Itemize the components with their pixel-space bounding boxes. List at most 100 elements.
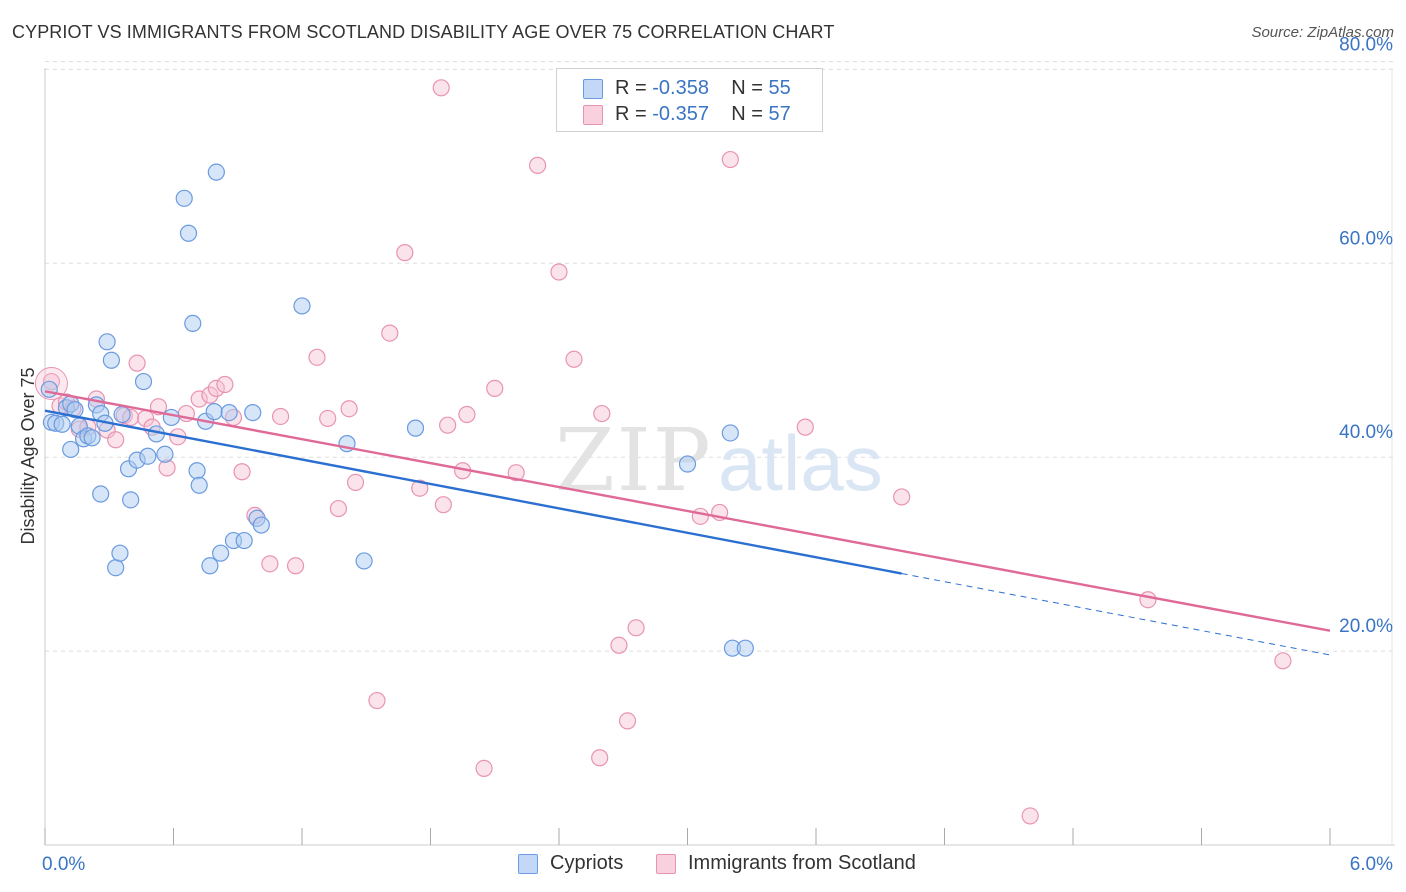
- point-scotland: [434, 496, 452, 514]
- point-scotland: [610, 636, 628, 654]
- legend-n-value: 57: [768, 103, 791, 125]
- point-scotland: [721, 150, 739, 169]
- point-cypriots: [92, 485, 110, 503]
- point-cypriots: [406, 419, 425, 437]
- point-scotland: [308, 348, 326, 366]
- point-cypriots: [355, 552, 373, 570]
- point-scotland: [439, 416, 457, 434]
- point-scotland: [627, 619, 645, 637]
- point-cypriots: [62, 440, 80, 459]
- point-cypriots: [188, 462, 206, 480]
- legend-r-value: -0.358: [652, 77, 709, 99]
- point-scotland: [216, 375, 234, 394]
- point-scotland: [128, 354, 146, 372]
- point-scotland: [550, 263, 568, 281]
- x-tick-label: 6.0%: [1350, 854, 1393, 875]
- point-cypriots: [156, 445, 174, 463]
- point-cypriots: [721, 424, 739, 442]
- point-cypriots: [98, 333, 116, 351]
- point-cypriots: [83, 429, 101, 447]
- y-tick-label: 80.0%: [1339, 34, 1393, 55]
- point-cypriots: [111, 544, 129, 562]
- point-cypriots: [190, 476, 208, 494]
- legend-swatch-pink: [583, 105, 603, 125]
- y-tick-label: 20.0%: [1339, 616, 1393, 637]
- point-scotland: [528, 156, 547, 174]
- point-scotland: [1274, 652, 1292, 670]
- legend-label-scotland: Immigrants from Scotland: [688, 852, 916, 874]
- point-cypriots: [40, 380, 58, 398]
- point-scotland: [1139, 591, 1157, 609]
- point-scotland: [591, 749, 609, 767]
- legend-swatch-blue: [518, 854, 538, 874]
- point-scotland: [593, 404, 611, 423]
- point-cypriots: [179, 224, 198, 242]
- trend-line-cypriots-extension: [901, 573, 1331, 656]
- point-scotland: [381, 324, 399, 342]
- point-scotland: [475, 759, 493, 778]
- point-scotland: [107, 431, 125, 449]
- point-cypriots: [184, 314, 202, 333]
- point-cypriots: [139, 447, 157, 465]
- point-cypriots: [175, 189, 193, 207]
- y-tick-label: 60.0%: [1339, 228, 1393, 249]
- point-scotland: [893, 488, 911, 506]
- point-cypriots: [736, 639, 754, 657]
- point-scotland: [691, 507, 709, 525]
- point-cypriots: [53, 415, 71, 433]
- point-scotland: [368, 691, 386, 710]
- legend-n-value: 55: [768, 77, 791, 99]
- point-scotland: [458, 405, 476, 424]
- point-scotland: [796, 418, 814, 436]
- point-cypriots: [134, 372, 153, 391]
- series-cypriots-points: [40, 163, 754, 657]
- point-cypriots: [235, 531, 253, 550]
- point-cypriots: [252, 516, 270, 534]
- point-scotland: [486, 379, 504, 397]
- y-tick-label: 40.0%: [1339, 422, 1393, 443]
- legend-label-cypriots: Cypriots: [550, 852, 624, 874]
- point-scotland: [190, 390, 208, 408]
- point-scotland: [507, 464, 525, 482]
- point-scotland: [618, 712, 637, 730]
- point-scotland: [411, 479, 429, 497]
- correlation-legend: R = -0.358 N = 55 R = -0.357 N = 57: [556, 68, 823, 132]
- point-scotland: [201, 386, 219, 404]
- legend-swatch-pink: [656, 854, 676, 874]
- point-cypriots: [212, 544, 230, 562]
- point-scotland: [340, 400, 358, 418]
- point-scotland: [432, 79, 450, 97]
- point-cypriots: [162, 408, 180, 427]
- point-scotland: [1021, 807, 1039, 825]
- point-scotland: [286, 557, 305, 575]
- trend-line-scotland: [44, 390, 1331, 632]
- point-cypriots: [220, 403, 238, 422]
- point-cypriots: [107, 559, 125, 577]
- source-label: Source: ZipAtlas.com: [1251, 24, 1394, 41]
- point-scotland: [396, 244, 414, 262]
- point-cypriots: [66, 401, 84, 419]
- point-scotland: [565, 350, 583, 368]
- point-cypriots: [201, 557, 219, 575]
- point-scotland: [207, 379, 225, 397]
- point-scotland: [261, 555, 279, 573]
- point-cypriots: [293, 297, 311, 315]
- legend-n-label: N =: [731, 77, 769, 99]
- point-scotland: [271, 407, 290, 426]
- gridlines: [45, 61, 1395, 652]
- point-cypriots: [207, 163, 225, 181]
- point-cypriots: [205, 403, 223, 421]
- point-scotland: [346, 473, 365, 492]
- legend-n-label: N =: [731, 103, 769, 125]
- point-cypriots: [244, 403, 262, 422]
- axes: [44, 68, 1395, 846]
- point-cypriots: [678, 455, 697, 473]
- point-cypriots: [102, 351, 120, 369]
- point-cypriots: [122, 491, 140, 509]
- point-scotland: [233, 463, 251, 481]
- legend-swatch-blue: [583, 79, 603, 99]
- trend-lines: [44, 390, 1331, 656]
- x-tick-label: 0.0%: [42, 854, 85, 875]
- legend-r-label: R =: [615, 103, 653, 125]
